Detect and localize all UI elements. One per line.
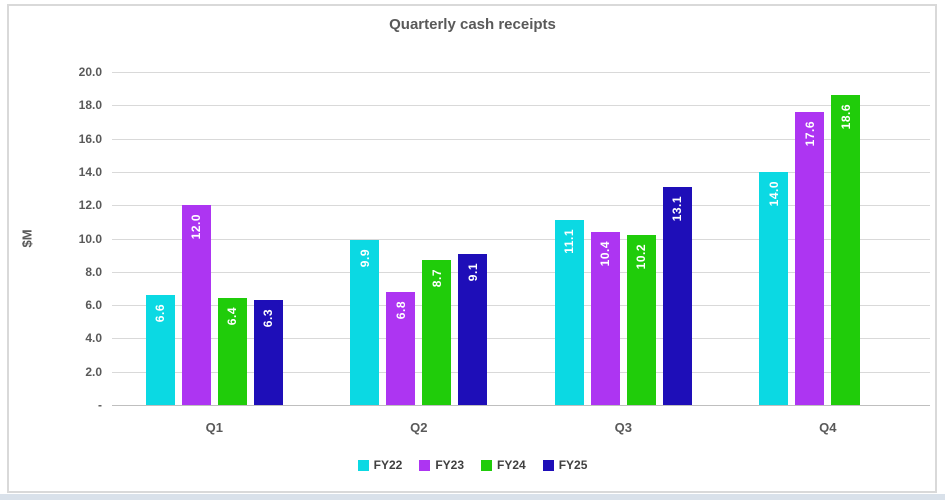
x-tick-label-q2: Q2 xyxy=(410,420,428,435)
bar-fy23-q3[interactable]: 10.4 xyxy=(590,231,620,405)
legend-label: FY22 xyxy=(373,458,403,472)
legend-item-fy22[interactable]: FY22 xyxy=(357,458,403,472)
gridline xyxy=(112,271,930,273)
bar-fy24-q1[interactable]: 6.4 xyxy=(217,298,247,405)
y-tick-label: 16.0 xyxy=(78,131,102,146)
bar-group-q1: 6.6 12.0 6.4 6.3 xyxy=(112,72,317,405)
bar-group-q4: 14.0 17.6 18.6 xyxy=(726,72,931,405)
gridline xyxy=(112,105,930,107)
legend-swatch-icon xyxy=(419,459,431,471)
legend-item-fy24[interactable]: FY24 xyxy=(481,458,526,472)
gridline xyxy=(112,305,930,307)
gridline xyxy=(112,238,930,240)
bar-fy24-q3[interactable]: 10.2 xyxy=(626,235,656,405)
bar-group-q3: 11.1 10.4 10.2 13.1 xyxy=(521,72,726,405)
gridline xyxy=(112,171,930,173)
y-tick-label: 20.0 xyxy=(78,65,102,79)
bar-fy24-q2[interactable]: 8.7 xyxy=(422,260,452,405)
legend-label: FY23 xyxy=(435,458,464,472)
bar-data-label: 9.9 xyxy=(357,249,372,268)
bar-fy23-q4[interactable]: 17.6 xyxy=(795,111,825,405)
bar-fy23-q1[interactable]: 12.0 xyxy=(181,205,211,405)
gridline xyxy=(112,338,930,340)
bar-data-label: 17.6 xyxy=(802,120,817,147)
y-tick-label: 4.0 xyxy=(85,331,102,346)
x-tick-label-q1: Q1 xyxy=(205,420,223,435)
x-tick-label-q4: Q4 xyxy=(819,420,837,435)
bar-data-label: 11.1 xyxy=(562,229,577,254)
x-tick-label-q3: Q3 xyxy=(614,420,632,435)
legend-label: FY25 xyxy=(558,458,588,472)
legend-swatch-icon xyxy=(542,459,554,471)
y-tick-label: 6.0 xyxy=(85,298,102,313)
bottom-edge-strip xyxy=(0,494,945,500)
gridline xyxy=(112,371,930,373)
x-axis-line xyxy=(112,405,930,406)
bar-fy25-q1[interactable]: 6.3 xyxy=(253,300,283,405)
gridline xyxy=(112,72,930,73)
bar-data-label: 6.6 xyxy=(153,304,168,323)
y-tick-label: 18.0 xyxy=(78,98,102,113)
y-tick-label: 10.0 xyxy=(78,231,102,246)
chart-title: Quarterly cash receipts xyxy=(389,16,556,33)
bar-data-label: 18.6 xyxy=(838,104,853,130)
bar-fy22-q4[interactable]: 14.0 xyxy=(759,171,789,405)
legend-label: FY24 xyxy=(497,458,526,472)
bar-fy25-q2[interactable]: 9.1 xyxy=(458,253,488,405)
y-tick-label: 12.0 xyxy=(78,198,102,213)
bar-data-label: 14.0 xyxy=(766,180,781,207)
bar-data-label: 8.7 xyxy=(429,269,444,288)
y-tick-label: - xyxy=(98,398,102,412)
bar-groups: 6.6 12.0 6.4 6.3 9.9 6.8 8.7 9.1 11.1 10.4 10.2 13.… xyxy=(112,72,930,405)
legend-swatch-icon xyxy=(481,459,492,471)
gridline xyxy=(112,205,930,207)
bar-data-label: 13.1 xyxy=(670,195,685,222)
y-tick-label: 14.0 xyxy=(78,164,102,179)
bar-fy25-q3[interactable]: 13.1 xyxy=(662,186,692,405)
bar-data-label: 10.4 xyxy=(598,240,613,267)
legend-item-fy23[interactable]: FY23 xyxy=(419,458,464,472)
legend: FY22 FY23 FY24 FY25 xyxy=(0,458,945,472)
bar-fy22-q2[interactable]: 9.9 xyxy=(350,240,380,405)
bar-fy24-q4[interactable]: 18.6 xyxy=(831,95,861,405)
plot-area: 6.6 12.0 6.4 6.3 9.9 6.8 8.7 9.1 11.1 10.4 10.2 13.… xyxy=(112,72,930,406)
bar-data-label: 6.3 xyxy=(261,309,276,328)
bar-data-label: 6.8 xyxy=(393,300,408,319)
y-axis-tick-labels: 20.0 18.0 16.0 14.0 12.0 10.0 8.0 6.0 4.0 2.0 - xyxy=(30,65,102,412)
gridline xyxy=(112,138,930,140)
bar-fy22-q3[interactable]: 11.1 xyxy=(554,220,584,405)
bar-data-label: 12.0 xyxy=(189,214,204,240)
bar-data-label: 10.2 xyxy=(634,244,649,270)
x-axis-tick-labels: Q1 Q2 Q3 Q4 xyxy=(112,405,930,435)
bar-data-label: 9.1 xyxy=(465,262,480,281)
bar-fy23-q2[interactable]: 6.8 xyxy=(386,291,416,405)
legend-swatch-icon xyxy=(357,459,369,471)
bar-group-q2: 9.9 6.8 8.7 9.1 xyxy=(317,72,522,405)
legend-item-fy25[interactable]: FY25 xyxy=(542,458,588,472)
y-tick-label: 2.0 xyxy=(85,364,102,379)
bar-fy22-q1[interactable]: 6.6 xyxy=(145,295,175,405)
bar-data-label: 6.4 xyxy=(225,307,240,326)
y-tick-label: 8.0 xyxy=(85,264,102,279)
